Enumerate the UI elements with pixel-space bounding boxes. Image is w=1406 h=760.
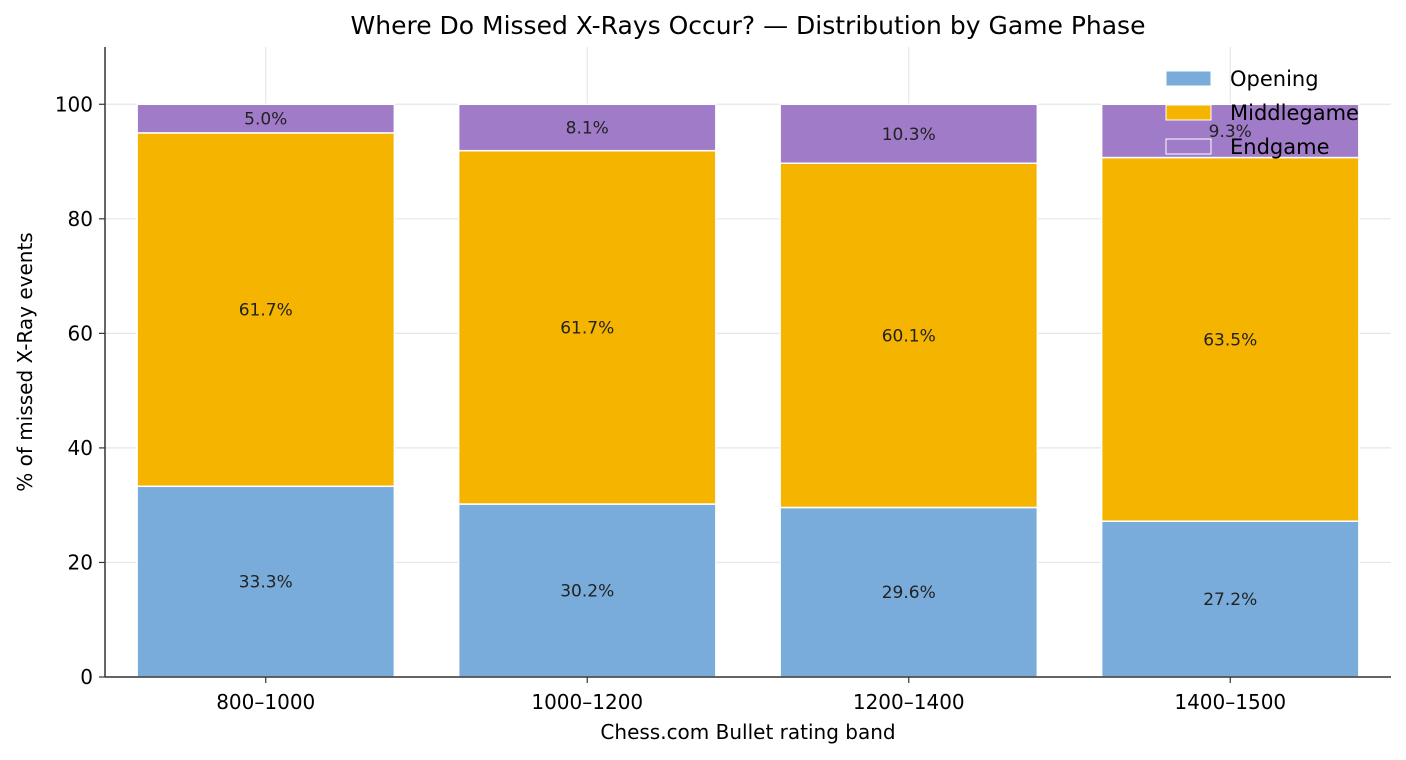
legend: Opening Middlegame Endgame: [1165, 67, 1359, 159]
bar-segment-middlegame: [779, 162, 1039, 509]
y-tick-label: 100: [55, 92, 93, 116]
bar-labels: 33.3% 61.7% 5.0% 30.2% 61.7% 8.1% 29.6% 60.1% 10…: [239, 110, 1258, 611]
y-tick-label: 40: [68, 436, 93, 460]
bar-data-label: 30.2%: [560, 582, 614, 602]
bar-data-label: 10.3%: [882, 125, 936, 145]
bar-data-label: 8.1%: [566, 118, 609, 138]
bars: [136, 103, 1360, 678]
bar-data-label: 5.0%: [244, 110, 287, 130]
bar-data-label: 61.7%: [560, 318, 614, 338]
bar-data-label: 9.3%: [1209, 122, 1252, 142]
bar-segment-endgame: [136, 103, 396, 134]
legend-label: Opening: [1230, 67, 1319, 91]
bar-segment-endgame: [457, 103, 717, 152]
bar-segment-middlegame: [457, 149, 717, 505]
ticks: 0 20 40 60 80 100 800–1000 1000–1200 1200–1400 14…: [55, 92, 1286, 714]
legend-swatch: [1165, 70, 1212, 87]
bar-data-label: 60.1%: [882, 326, 936, 346]
bar-segment-middlegame: [1100, 156, 1360, 522]
y-tick-label: 20: [68, 550, 93, 574]
bar-segment-opening: [779, 506, 1039, 678]
x-tick-label: 1400–1500: [1174, 690, 1286, 714]
bar-segment-opening: [1100, 520, 1360, 678]
bar-data-label: 33.3%: [239, 573, 293, 593]
legend-label: Endgame: [1230, 135, 1329, 159]
legend-swatch: [1165, 104, 1212, 121]
bar-segment-endgame: [1100, 103, 1360, 159]
x-tick-label: 800–1000: [216, 690, 315, 714]
chart-title: Where Do Missed X-Rays Occur? — Distribu…: [351, 11, 1146, 40]
legend-label: Middlegame: [1230, 101, 1359, 125]
legend-swatch: [1165, 138, 1212, 155]
y-tick-label: 60: [68, 321, 93, 345]
bar-segment-endgame: [779, 103, 1039, 165]
bar-segment-middlegame: [136, 132, 396, 488]
bar-data-label: 29.6%: [882, 583, 936, 603]
bar-segment-opening: [457, 503, 717, 678]
bar-data-label: 27.2%: [1203, 590, 1257, 610]
y-axis-label: % of missed X-Ray events: [13, 232, 37, 491]
bar-data-label: 63.5%: [1203, 330, 1257, 350]
axes: [104, 47, 1391, 678]
bar-data-label: 61.7%: [239, 301, 293, 321]
x-tick-label: 1200–1400: [853, 690, 965, 714]
y-tick-label: 80: [68, 207, 93, 231]
x-axis-label: Chess.com Bullet rating band: [600, 720, 895, 744]
y-tick-label: 0: [80, 665, 93, 689]
x-tick-label: 1000–1200: [531, 690, 643, 714]
